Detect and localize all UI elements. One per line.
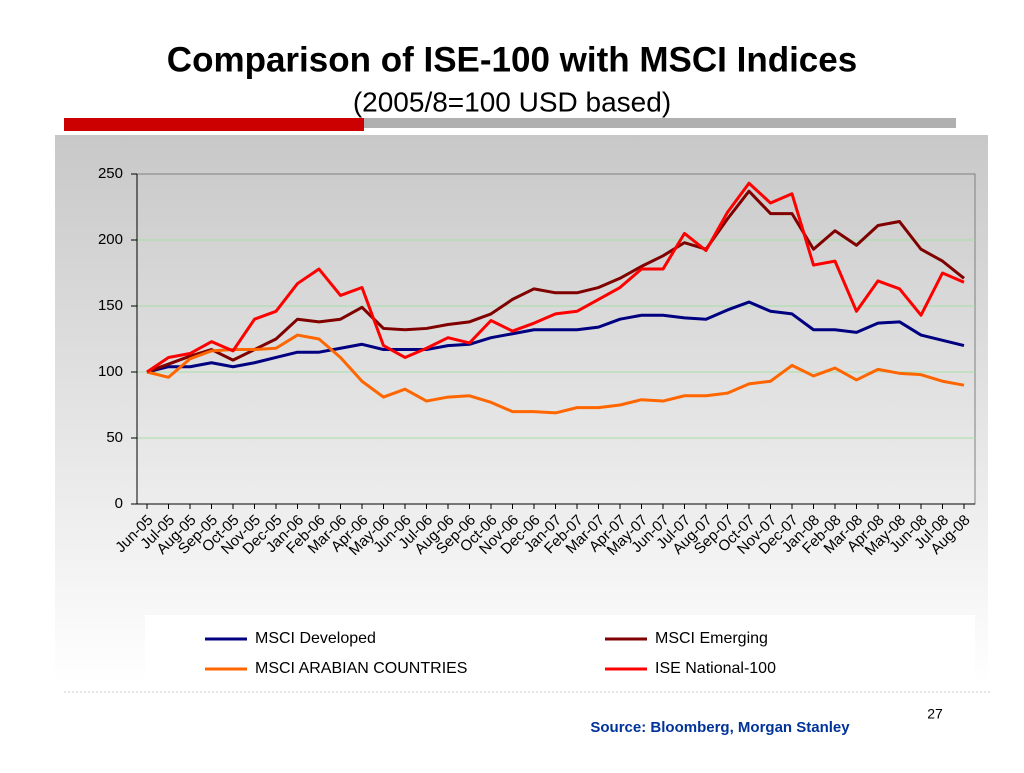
legend xyxy=(145,615,975,683)
page-number: 27 xyxy=(927,706,943,722)
slide-subtitle: (2005/8=100 USD based) xyxy=(353,86,671,117)
chart-panel xyxy=(55,135,988,685)
y-tick-label: 0 xyxy=(115,495,123,512)
y-tick-label: 50 xyxy=(106,429,123,446)
y-tick-label: 200 xyxy=(98,231,123,248)
series-line xyxy=(146,300,965,374)
series-line xyxy=(146,333,965,415)
legend-label: MSCI Emerging xyxy=(655,630,768,647)
series-line xyxy=(146,181,965,374)
series-line xyxy=(146,189,965,374)
y-tick-label: 250 xyxy=(98,165,123,182)
source-note: Source: Bloomberg, Morgan Stanley xyxy=(590,719,850,736)
legend-label: MSCI Developed xyxy=(255,630,376,647)
legend-label: ISE National-100 xyxy=(655,660,776,677)
accent-bar xyxy=(64,118,364,131)
accent-bar-grey xyxy=(364,118,956,128)
legend-label: MSCI ARABIAN COUNTRIES xyxy=(255,660,467,677)
y-tick-label: 150 xyxy=(98,297,123,314)
slide-title: Comparison of ISE-100 with MSCI Indices xyxy=(167,40,857,79)
y-tick-label: 100 xyxy=(98,363,123,380)
